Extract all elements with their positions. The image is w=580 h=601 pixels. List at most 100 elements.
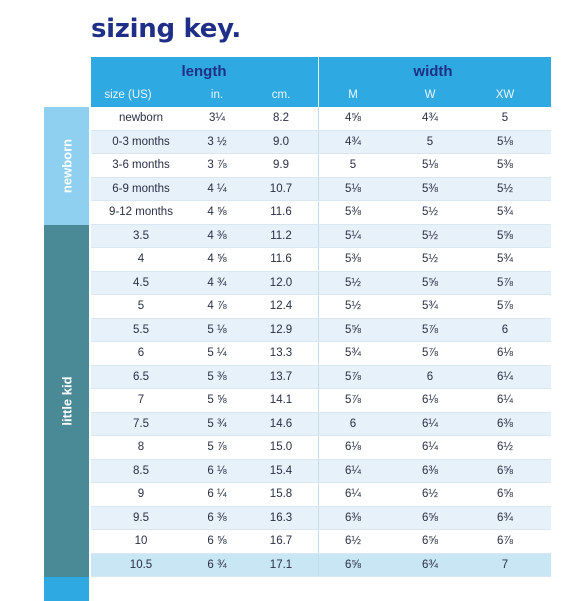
- m-width-cell: 5: [349, 159, 357, 172]
- table-row: 7.5 5 ¾ 14.6 6 6¼ 6⅜: [91, 412, 551, 436]
- xw-width-cell: 6⅜: [497, 417, 513, 430]
- size-cell: 4.5: [133, 276, 149, 289]
- col-header-size: size (US): [104, 89, 152, 101]
- xw-width-cell: 6⅝: [497, 488, 513, 501]
- m-width-cell: 5½: [345, 276, 361, 289]
- table-row: newborn 3¼ 8.2 4⅝ 4¾ 5: [91, 107, 551, 131]
- xw-width-cell: 5⅜: [497, 159, 513, 172]
- table-row: 4 4 ⅝ 11.6 5⅜ 5½ 5¾: [91, 248, 551, 272]
- table-row: 3.5 4 ⅜ 11.2 5¼ 5½ 5⅝: [91, 224, 551, 248]
- column-divider: [318, 107, 319, 130]
- m-width-cell: 6⅝: [345, 558, 361, 571]
- xw-width-cell: 5: [501, 112, 509, 125]
- size-cell: 10.5: [129, 558, 153, 571]
- cm-cell: 13.7: [269, 370, 293, 383]
- inches-cell: 6 ⅜: [207, 511, 227, 524]
- xw-width-cell: 6: [501, 323, 509, 336]
- xw-width-cell: 5⅝: [497, 229, 513, 242]
- cm-cell: 8.2: [273, 112, 289, 125]
- cm-cell: 11.6: [270, 206, 292, 219]
- size-cell: 4: [137, 253, 145, 266]
- w-width-cell: 5: [426, 135, 434, 148]
- cm-cell: 10.7: [269, 182, 293, 195]
- m-width-cell: 6: [349, 417, 357, 430]
- size-cell: 5: [137, 300, 145, 313]
- table-row: 6 5 ¼ 13.3 5¾ 5⅞ 6⅛: [91, 342, 551, 366]
- w-width-cell: 5⅜: [422, 182, 438, 195]
- table-row: 9.5 6 ⅜ 16.3 6⅜ 6⅝ 6¾: [91, 506, 551, 530]
- inches-cell: 5 ⅞: [207, 441, 227, 454]
- inches-cell: 4 ⅝: [207, 206, 227, 219]
- xw-width-cell: 6½: [497, 441, 513, 454]
- inches-cell: 3¼: [209, 112, 225, 125]
- table-row: 10 6 ⅝ 16.7 6½ 6⅝ 6⅞: [91, 530, 551, 554]
- table-row: 9 6 ¼ 15.8 6¼ 6½ 6⅝: [91, 483, 551, 507]
- group-bar: [44, 577, 89, 601]
- cm-cell: 12.0: [269, 276, 293, 289]
- group-label: newborn: [59, 138, 74, 193]
- m-width-cell: 5⅝: [345, 323, 361, 336]
- column-divider: [318, 459, 319, 482]
- cm-cell: 11.2: [270, 229, 292, 242]
- size-cell: 9.5: [133, 511, 149, 524]
- column-divider: [318, 436, 319, 459]
- w-width-cell: 6⅝: [422, 535, 438, 548]
- inches-cell: 4 ¼: [207, 182, 227, 195]
- xw-width-cell: 6⅝: [497, 464, 513, 477]
- m-width-cell: 5⅜: [345, 253, 361, 266]
- column-divider: [318, 248, 319, 271]
- size-cell: 5.5: [133, 323, 149, 336]
- cm-cell: 15.0: [269, 441, 293, 454]
- size-cell: 9-12 months: [109, 206, 173, 219]
- col-header-m: M: [348, 89, 358, 101]
- col-header-w: W: [424, 89, 436, 101]
- m-width-cell: 5⅞: [345, 370, 361, 383]
- xw-width-cell: 5⅛: [497, 135, 513, 148]
- table-row: 0-3 months 3 ½ 9.0 4¾ 5 5⅛: [91, 130, 551, 154]
- w-width-cell: 5⅞: [422, 323, 438, 336]
- table-row: 4.5 4 ¾ 12.0 5½ 5⅝ 5⅞: [91, 271, 551, 295]
- w-width-cell: 5⅛: [422, 159, 438, 172]
- column-divider: [318, 412, 319, 435]
- w-width-cell: 6⅛: [422, 394, 438, 407]
- inches-cell: 5 ⅛: [207, 323, 227, 336]
- inches-cell: 5 ¼: [207, 347, 227, 360]
- m-width-cell: 5½: [345, 300, 361, 313]
- table-row: 7 5 ⅝ 14.1 5⅞ 6⅛ 6¼: [91, 389, 551, 413]
- size-cell: 3.5: [133, 229, 149, 242]
- table-row: 5.5 5 ⅛ 12.9 5⅝ 5⅞ 6: [91, 318, 551, 342]
- inches-cell: 6 ¼: [207, 488, 227, 501]
- inches-cell: 5 ⅝: [207, 394, 227, 407]
- xw-width-cell: 6¼: [497, 370, 513, 383]
- cm-cell: 14.6: [269, 417, 293, 430]
- column-divider: [318, 389, 319, 412]
- xw-width-cell: 5¾: [497, 206, 513, 219]
- m-width-cell: 4¾: [345, 135, 361, 148]
- m-width-cell: 6¼: [345, 464, 361, 477]
- inches-cell: 5 ⅜: [207, 370, 227, 383]
- group-bar: newborn: [44, 107, 89, 225]
- header-divider: [318, 57, 319, 107]
- column-divider: [318, 483, 319, 506]
- m-width-cell: 6¼: [345, 488, 361, 501]
- column-divider: [318, 506, 319, 529]
- m-width-cell: 5¼: [345, 229, 361, 242]
- group-label: little kid: [59, 376, 74, 426]
- size-cell: 7: [137, 394, 145, 407]
- w-width-cell: 4¾: [422, 112, 438, 125]
- w-width-cell: 6⅝: [422, 511, 438, 524]
- cm-cell: 16.3: [269, 511, 293, 524]
- cm-cell: 12.4: [269, 300, 293, 313]
- w-width-cell: 6¾: [422, 558, 438, 571]
- column-divider: [318, 553, 319, 576]
- table-header: length width size (US) in. cm. M W XW: [91, 57, 551, 107]
- column-divider: [318, 154, 319, 177]
- m-width-cell: 6½: [345, 535, 361, 548]
- column-divider: [318, 177, 319, 200]
- m-width-cell: 6⅜: [345, 511, 361, 524]
- column-divider: [318, 342, 319, 365]
- inches-cell: 4 ⅞: [207, 300, 227, 313]
- cm-cell: 12.9: [269, 323, 293, 336]
- w-width-cell: 5½: [422, 253, 438, 266]
- column-divider: [318, 318, 319, 341]
